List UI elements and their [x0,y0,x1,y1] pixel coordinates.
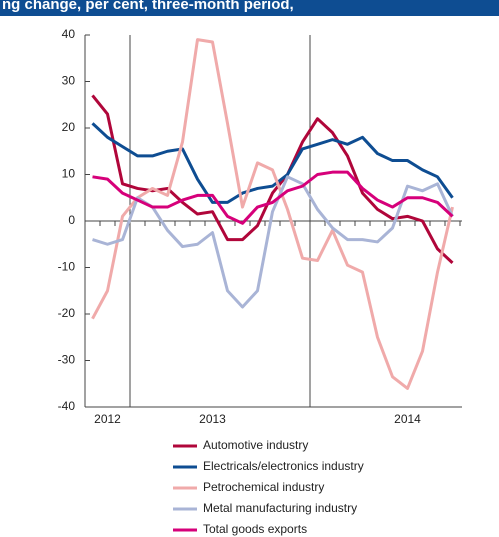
series-line [91,122,454,204]
x-tick-label: 2013 [199,412,226,426]
y-tick-label: -40 [58,399,76,413]
series-line [92,170,454,225]
x-tick-label: 2012 [94,412,121,426]
chart-title: ng change, per cent, three-month period, [2,0,294,13]
series-line [91,94,454,264]
y-tick-label: -20 [58,306,76,320]
y-tick-label: 0 [68,213,75,227]
y-tick-label: 40 [62,27,76,41]
x-tick-label: 2014 [394,412,421,426]
y-tick-label: 20 [62,120,76,134]
series-line [91,38,454,390]
y-tick-label: 10 [62,167,76,181]
y-tick-label: -10 [58,260,76,274]
legend-label: Electricals/electronics industry [203,459,364,473]
y-tick-label: -30 [58,353,76,367]
title-banner [0,0,499,16]
legend-label: Total goods exports [203,522,307,536]
legend-label: Metal manufacturing industry [203,501,357,515]
y-tick-label: 30 [62,74,76,88]
legend-label: Automotive industry [203,438,308,452]
legend-label: Petrochemical industry [203,480,324,494]
